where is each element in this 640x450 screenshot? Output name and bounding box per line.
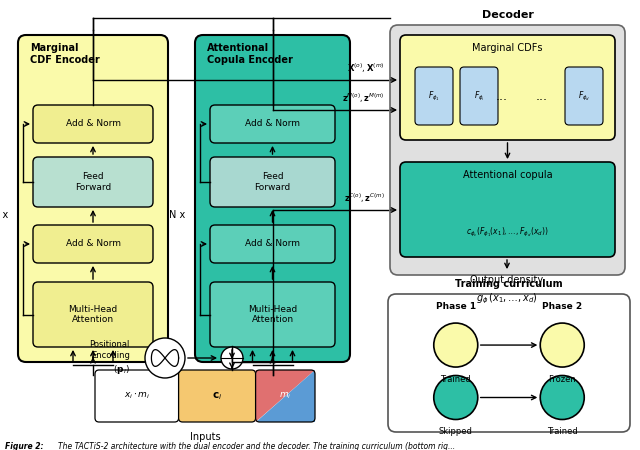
FancyBboxPatch shape xyxy=(95,370,179,422)
Text: $(\mathbf{p}_i)$: $(\mathbf{p}_i)$ xyxy=(113,364,130,377)
Text: ...: ... xyxy=(536,90,548,103)
Circle shape xyxy=(434,323,477,367)
Text: $c_{\phi_c}(F_{\phi_1}(x_1),\ldots,F_{\phi_d}(x_d))$: $c_{\phi_c}(F_{\phi_1}(x_1),\ldots,F_{\p… xyxy=(466,225,548,238)
Text: $\mathbf{z}^{C(o)},\mathbf{z}^{C(m)}$: $\mathbf{z}^{C(o)},\mathbf{z}^{C(m)}$ xyxy=(344,192,385,205)
FancyBboxPatch shape xyxy=(400,35,615,140)
Text: $+$: $+$ xyxy=(227,351,237,364)
Text: Feed
Forward: Feed Forward xyxy=(75,172,111,192)
Text: $\mathbf{z}^{M(o)},\mathbf{z}^{M(m)}$: $\mathbf{z}^{M(o)},\mathbf{z}^{M(m)}$ xyxy=(342,92,385,105)
Text: $x_i \cdot m_i$: $x_i \cdot m_i$ xyxy=(124,391,150,401)
Text: Multi-Head
Attention: Multi-Head Attention xyxy=(248,305,297,324)
Text: The TACTiS-2 architecture with the dual encoder and the decoder. The training cu: The TACTiS-2 architecture with the dual … xyxy=(58,442,455,450)
FancyBboxPatch shape xyxy=(33,282,153,347)
Text: $\mathbf{X}^{(o)},\mathbf{X}^{(m)}$: $\mathbf{X}^{(o)},\mathbf{X}^{(m)}$ xyxy=(348,62,385,75)
FancyBboxPatch shape xyxy=(179,370,255,422)
Text: $g_\phi\,(x_1,\ldots,x_d)$: $g_\phi\,(x_1,\ldots,x_d)$ xyxy=(476,292,538,306)
Text: Skipped: Skipped xyxy=(439,428,473,436)
Text: Marginal
CDF Encoder: Marginal CDF Encoder xyxy=(30,43,100,65)
Text: Feed
Forward: Feed Forward xyxy=(254,172,291,192)
Text: $F_{\phi_d}$: $F_{\phi_d}$ xyxy=(578,90,590,103)
Text: $F_{\phi_i}$: $F_{\phi_i}$ xyxy=(474,90,484,103)
Text: N x: N x xyxy=(0,210,8,220)
Circle shape xyxy=(221,347,243,369)
Text: Add & Norm: Add & Norm xyxy=(245,239,300,248)
Text: $\mathbf{c}_i$: $\mathbf{c}_i$ xyxy=(212,390,222,402)
Text: Frozen: Frozen xyxy=(548,375,576,384)
Text: Decoder: Decoder xyxy=(481,10,533,20)
FancyBboxPatch shape xyxy=(388,294,630,432)
Text: Multi-Head
Attention: Multi-Head Attention xyxy=(68,305,118,324)
Circle shape xyxy=(540,323,584,367)
FancyBboxPatch shape xyxy=(33,225,153,263)
FancyBboxPatch shape xyxy=(460,67,498,125)
FancyBboxPatch shape xyxy=(210,282,335,347)
Text: $m_i$: $m_i$ xyxy=(279,391,292,401)
Text: ...: ... xyxy=(496,90,508,103)
Text: Add & Norm: Add & Norm xyxy=(65,239,120,248)
Circle shape xyxy=(434,375,477,419)
Text: Attentional copula: Attentional copula xyxy=(463,170,552,180)
FancyBboxPatch shape xyxy=(210,157,335,207)
Text: Add & Norm: Add & Norm xyxy=(65,120,120,129)
FancyBboxPatch shape xyxy=(565,67,603,125)
FancyBboxPatch shape xyxy=(415,67,453,125)
Text: Phase 2: Phase 2 xyxy=(542,302,582,311)
Text: Output density: Output density xyxy=(470,275,543,285)
Circle shape xyxy=(145,338,185,378)
FancyBboxPatch shape xyxy=(18,35,168,362)
Polygon shape xyxy=(255,370,315,422)
Text: Trained: Trained xyxy=(440,375,471,384)
FancyBboxPatch shape xyxy=(210,105,335,143)
Text: Inputs: Inputs xyxy=(189,432,220,442)
Text: Trained: Trained xyxy=(547,428,578,436)
FancyBboxPatch shape xyxy=(400,162,615,257)
FancyBboxPatch shape xyxy=(390,25,625,275)
Text: Attentional
Copula Encoder: Attentional Copula Encoder xyxy=(207,43,293,65)
FancyBboxPatch shape xyxy=(33,105,153,143)
Polygon shape xyxy=(255,370,315,422)
Text: Marginal CDFs: Marginal CDFs xyxy=(472,43,543,53)
FancyBboxPatch shape xyxy=(195,35,350,362)
Text: N x: N x xyxy=(169,210,185,220)
Text: $F_{\phi_1}$: $F_{\phi_1}$ xyxy=(428,90,440,103)
FancyBboxPatch shape xyxy=(33,157,153,207)
Text: Phase 1: Phase 1 xyxy=(436,302,476,311)
Text: Positional
Encoding: Positional Encoding xyxy=(90,340,130,360)
Text: Training curriculum: Training curriculum xyxy=(455,279,563,289)
FancyBboxPatch shape xyxy=(210,225,335,263)
Circle shape xyxy=(540,375,584,419)
Text: Add & Norm: Add & Norm xyxy=(245,120,300,129)
Text: Figure 2:: Figure 2: xyxy=(5,442,44,450)
